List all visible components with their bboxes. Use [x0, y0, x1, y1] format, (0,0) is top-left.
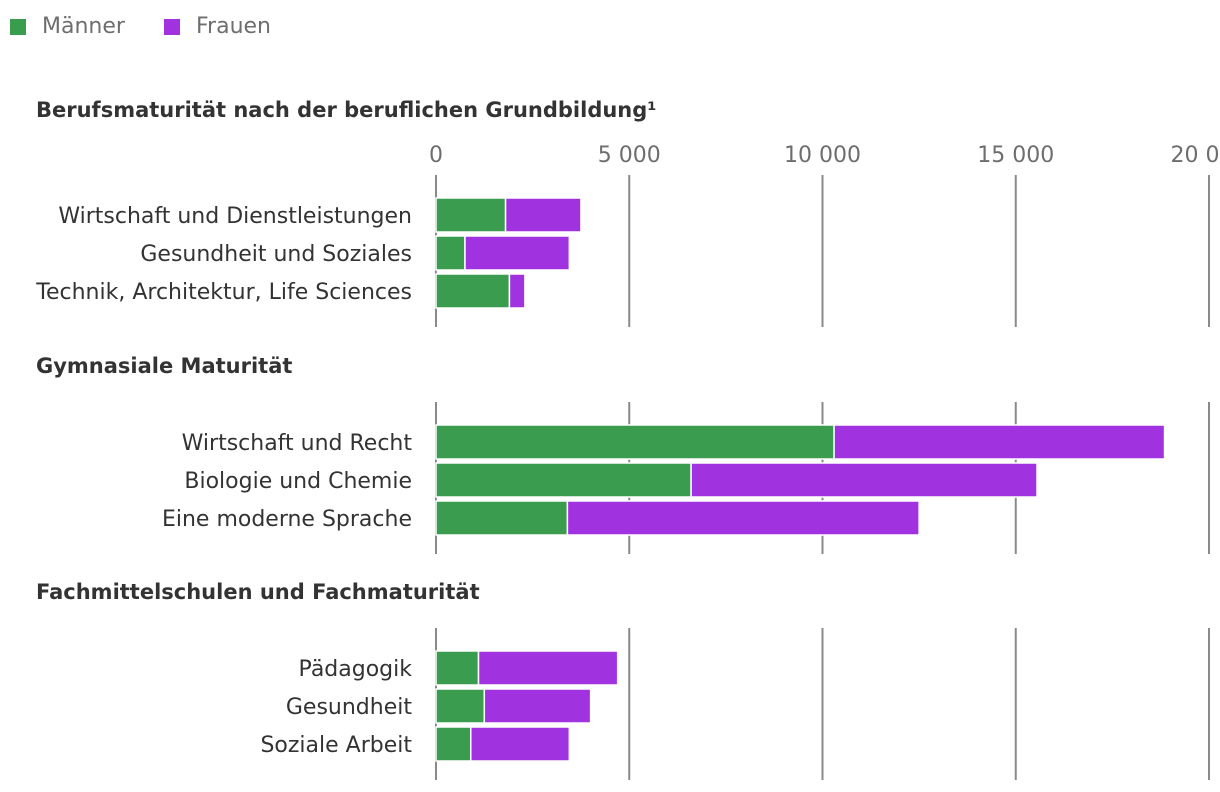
- x-tick-label-0: 0: [429, 143, 443, 168]
- bar-2-2-maenner: [435, 726, 472, 762]
- x-tick-label-1: 5 000: [598, 143, 661, 168]
- category-label-0-2: Technik, Architektur, Life Sciences: [35, 280, 412, 305]
- bar-2-1-maenner: [435, 688, 486, 724]
- category-label-2-0: Pädagogik: [299, 657, 413, 682]
- bar-1-2-maenner: [435, 500, 569, 536]
- bar-0-1-maenner: [435, 235, 466, 271]
- bar-0-2-maenner: [435, 273, 511, 309]
- bar-1-1-frauen: [690, 462, 1038, 498]
- bar-0-2-frauen: [508, 273, 526, 309]
- panel-title-0: Berufsmaturität nach der beruflichen Gru…: [36, 98, 656, 122]
- category-label-1-2: Eine moderne Sprache: [162, 507, 412, 532]
- category-label-2-1: Gesundheit: [286, 695, 412, 720]
- bar-1-2-frauen: [566, 500, 920, 536]
- bar-1-0-frauen: [833, 424, 1166, 460]
- bar-2-1-frauen: [483, 688, 592, 724]
- legend-swatch-0: [10, 19, 26, 35]
- category-label-2-2: Soziale Arbeit: [260, 733, 412, 758]
- x-tick-label-4: 20 000: [1171, 143, 1220, 168]
- category-label-0-0: Wirtschaft und Dienstleistungen: [58, 204, 412, 229]
- bar-0-0-maenner: [435, 197, 507, 233]
- bar-2-0-maenner: [435, 650, 480, 686]
- category-label-1-1: Biologie und Chemie: [184, 469, 412, 494]
- legend-swatch-1: [164, 19, 180, 35]
- legend-label-0: Männer: [42, 14, 126, 39]
- legend-label-1: Frauen: [196, 14, 271, 39]
- panel-title-2: Fachmittelschulen und Fachmaturität: [36, 580, 480, 604]
- category-label-1-0: Wirtschaft und Recht: [182, 431, 413, 456]
- bar-2-0-frauen: [477, 650, 619, 686]
- category-label-0-1: Gesundheit und Soziales: [140, 242, 412, 267]
- x-tick-label-3: 15 000: [977, 143, 1054, 168]
- bar-0-1-frauen: [464, 235, 571, 271]
- panel-title-1: Gymnasiale Maturität: [36, 354, 292, 378]
- x-tick-label-2: 10 000: [784, 143, 861, 168]
- bar-1-0-maenner: [435, 424, 835, 460]
- bar-1-1-maenner: [435, 462, 692, 498]
- bar-2-2-frauen: [470, 726, 571, 762]
- bar-0-0-frauen: [504, 197, 582, 233]
